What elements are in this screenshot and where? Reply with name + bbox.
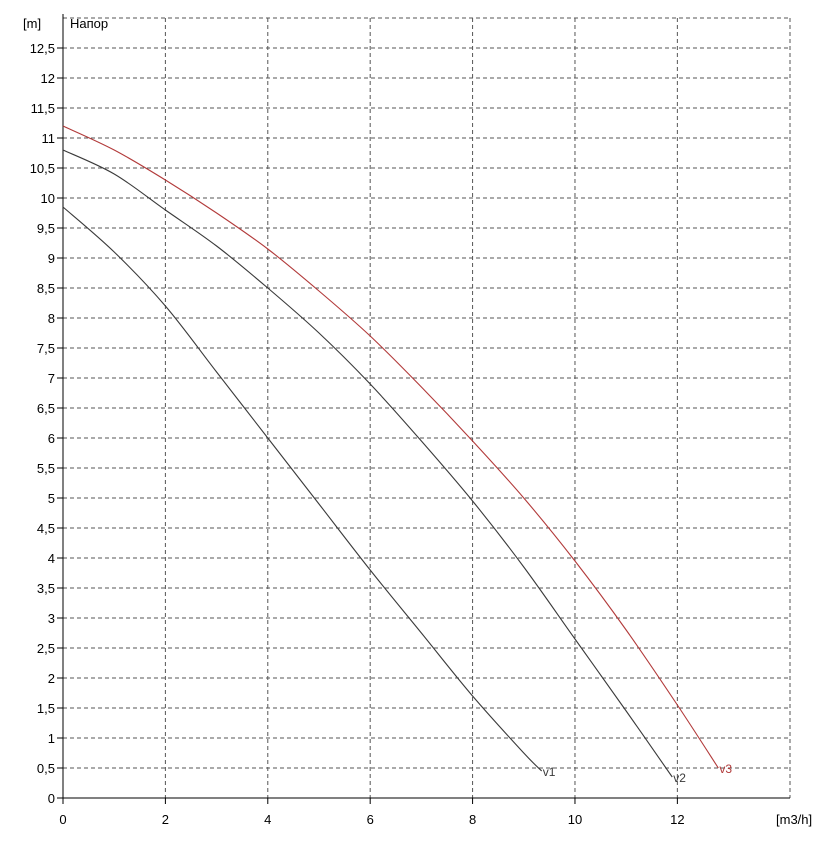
- y-tick-label: 10,5: [30, 161, 55, 176]
- y-tick-label: 0: [48, 791, 55, 806]
- label-layer: [m] Напор [m3/h] 00,511,522,533,544,555,…: [23, 16, 812, 827]
- y-tick-label: 8: [48, 311, 55, 326]
- y-axis-label: [m]: [23, 16, 41, 31]
- y-tick-label: 6,5: [37, 401, 55, 416]
- y-tick-label: 3,5: [37, 581, 55, 596]
- x-tick-label: 10: [568, 812, 582, 827]
- y-tick-label: 1,5: [37, 701, 55, 716]
- y-tick-label: 12,5: [30, 41, 55, 56]
- curve-layer: [62, 125, 719, 778]
- x-tick-label: 0: [59, 812, 66, 827]
- series-line-v2: [62, 149, 673, 778]
- chart-title: Напор: [70, 16, 108, 31]
- x-axis-label: [m3/h]: [776, 812, 812, 827]
- y-tick-label: 9: [48, 251, 55, 266]
- x-tick-label: 8: [469, 812, 476, 827]
- y-tick-label: 1: [48, 731, 55, 746]
- y-tick-label: 8,5: [37, 281, 55, 296]
- series-label-v3: v3: [719, 762, 732, 776]
- axis-layer: [57, 14, 790, 804]
- grid-layer: [63, 17, 791, 798]
- x-tick-label: 12: [670, 812, 684, 827]
- series-label-v1: v1: [543, 765, 556, 779]
- y-tick-label: 4: [48, 551, 55, 566]
- x-tick-label: 4: [264, 812, 271, 827]
- y-tick-label: 5,5: [37, 461, 55, 476]
- y-tick-label: 6: [48, 431, 55, 446]
- x-tick-label: 6: [367, 812, 374, 827]
- y-tick-label: 3: [48, 611, 55, 626]
- y-tick-label: 12: [41, 71, 55, 86]
- y-tick-label: 0,5: [37, 761, 55, 776]
- x-tick-label: 2: [162, 812, 169, 827]
- series-line-v1: [62, 206, 543, 772]
- y-tick-label: 5: [48, 491, 55, 506]
- y-tick-label: 7: [48, 371, 55, 386]
- y-tick-label: 9,5: [37, 221, 55, 236]
- y-tick-label: 2: [48, 671, 55, 686]
- series-label-v2: v2: [673, 771, 686, 785]
- y-tick-label: 10: [41, 191, 55, 206]
- y-tick-label: 11,5: [31, 101, 55, 116]
- y-tick-label: 11: [42, 131, 56, 146]
- y-tick-label: 2,5: [37, 641, 55, 656]
- y-tick-label: 7,5: [37, 341, 55, 356]
- y-tick-label: 4,5: [37, 521, 55, 536]
- series-line-v3: [62, 125, 719, 769]
